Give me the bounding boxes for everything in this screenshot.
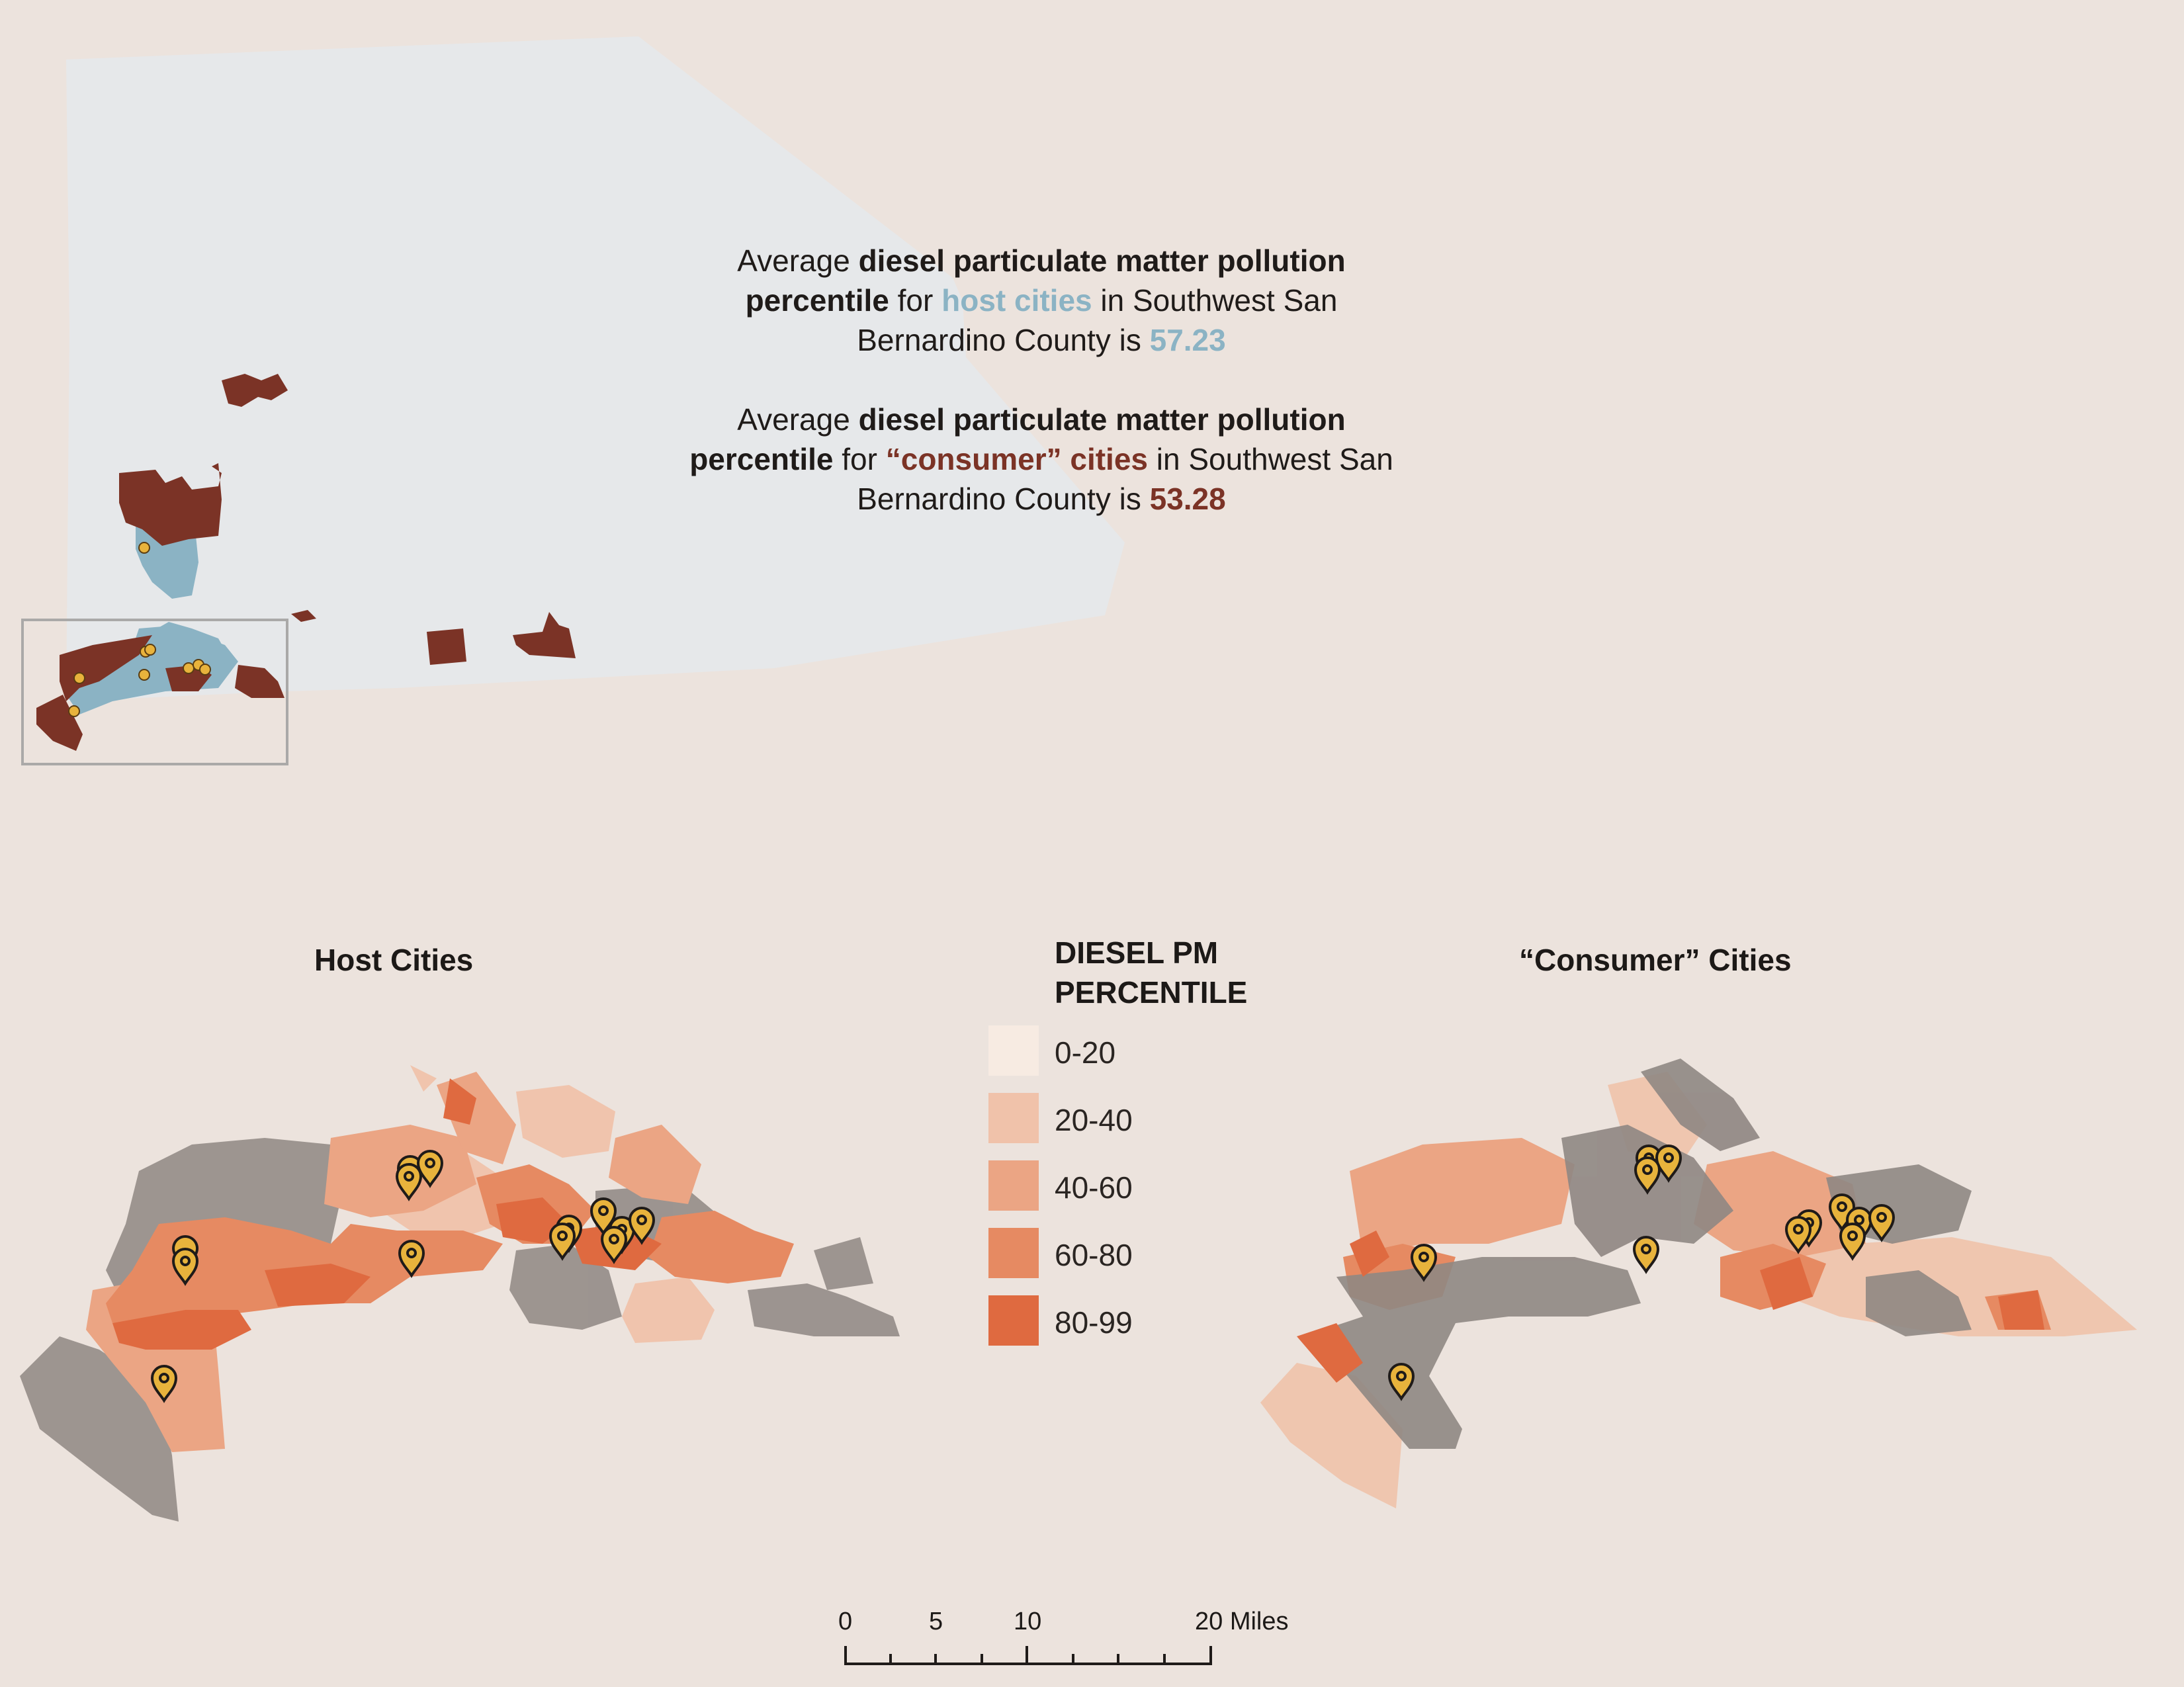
consumer-map-tracts-40-60: [1350, 1138, 1866, 1257]
location-pin-icon: [150, 1365, 178, 1403]
location-pin-icon: [1632, 1236, 1660, 1274]
location-pin-icon: [1839, 1223, 1866, 1261]
location-pin-icon: [171, 1248, 199, 1286]
legend-swatch-20-40: [988, 1093, 1039, 1143]
scale-tick-10: 10: [1014, 1608, 1042, 1635]
scale-tick-0: 0: [838, 1608, 853, 1635]
location-pin-icon: [1868, 1204, 1896, 1242]
inset-extent-box: [21, 619, 288, 765]
location-pin-icon: [398, 1240, 425, 1278]
stat-consumer-value: 53.28: [1149, 482, 1226, 516]
stat-host-bold: diesel particulate matter pollution perc…: [745, 243, 1346, 318]
legend-swatch-40-60: [988, 1160, 1039, 1211]
stat-host-p3: in Southwest San Bernardino County is: [857, 283, 1338, 357]
location-pin-icon: [1784, 1216, 1812, 1254]
legend-label-80-99: 80-99: [1055, 1305, 1133, 1340]
host-cities-title: Host Cities: [314, 943, 474, 977]
location-pin-icon: [1634, 1156, 1661, 1195]
legend-title: DIESEL PM PERCENTILE: [1055, 933, 1247, 1012]
location-pin-icon: [395, 1163, 423, 1201]
stat-host-p1: Average: [737, 243, 859, 278]
host-stat-text: Average diesel particulate matter pollut…: [677, 241, 1405, 360]
stat-consumer-p3: in Southwest San Bernardino County is: [857, 442, 1393, 516]
county-shape: [66, 36, 1125, 701]
scale-tick-20: 20 Miles: [1195, 1608, 1289, 1635]
legend-title-line1: DIESEL PM: [1055, 935, 1219, 970]
stat-host-p2: for: [889, 283, 942, 318]
host-map-tracts-80-99: [112, 1078, 662, 1350]
consumer-cities-title: “Consumer” Cities: [1519, 943, 1792, 977]
legend-swatch-60-80: [988, 1228, 1039, 1278]
consumer-city-areas: [36, 374, 576, 751]
overview-markers: [68, 542, 211, 717]
location-pin-icon: [600, 1226, 628, 1264]
consumer-map-grey-tracts: [1323, 1059, 1972, 1449]
legend-title-line2: PERCENTILE: [1055, 975, 1248, 1010]
location-pin-icon: [628, 1207, 656, 1245]
location-pin-icon: [590, 1197, 617, 1236]
stat-host-highlight: host cities: [941, 283, 1092, 318]
location-pin-icon: [1410, 1244, 1438, 1282]
stat-consumer-p1: Average: [737, 402, 859, 437]
consumer-stat-text: Average diesel particulate matter pollut…: [677, 400, 1405, 519]
location-pin-icon: [548, 1223, 576, 1261]
legend-label-40-60: 40-60: [1055, 1170, 1133, 1205]
legend-label-20-40: 20-40: [1055, 1103, 1133, 1137]
legend-label-0-20: 0-20: [1055, 1035, 1116, 1070]
scale-tick-5: 5: [929, 1608, 943, 1635]
legend-swatch-0-20: [988, 1025, 1039, 1076]
stat-host-value: 57.23: [1149, 323, 1226, 357]
legend-swatch-80-99: [988, 1295, 1039, 1346]
stat-consumer-bold: diesel particulate matter pollution perc…: [689, 402, 1346, 476]
legend-label-60-80: 60-80: [1055, 1238, 1133, 1272]
consumer-map-tracts-80-99: [1297, 1231, 2044, 1383]
stat-consumer-p2: for: [833, 442, 886, 476]
location-pin-icon: [1387, 1363, 1415, 1401]
stat-consumer-highlight: “consumer” cities: [885, 442, 1149, 476]
